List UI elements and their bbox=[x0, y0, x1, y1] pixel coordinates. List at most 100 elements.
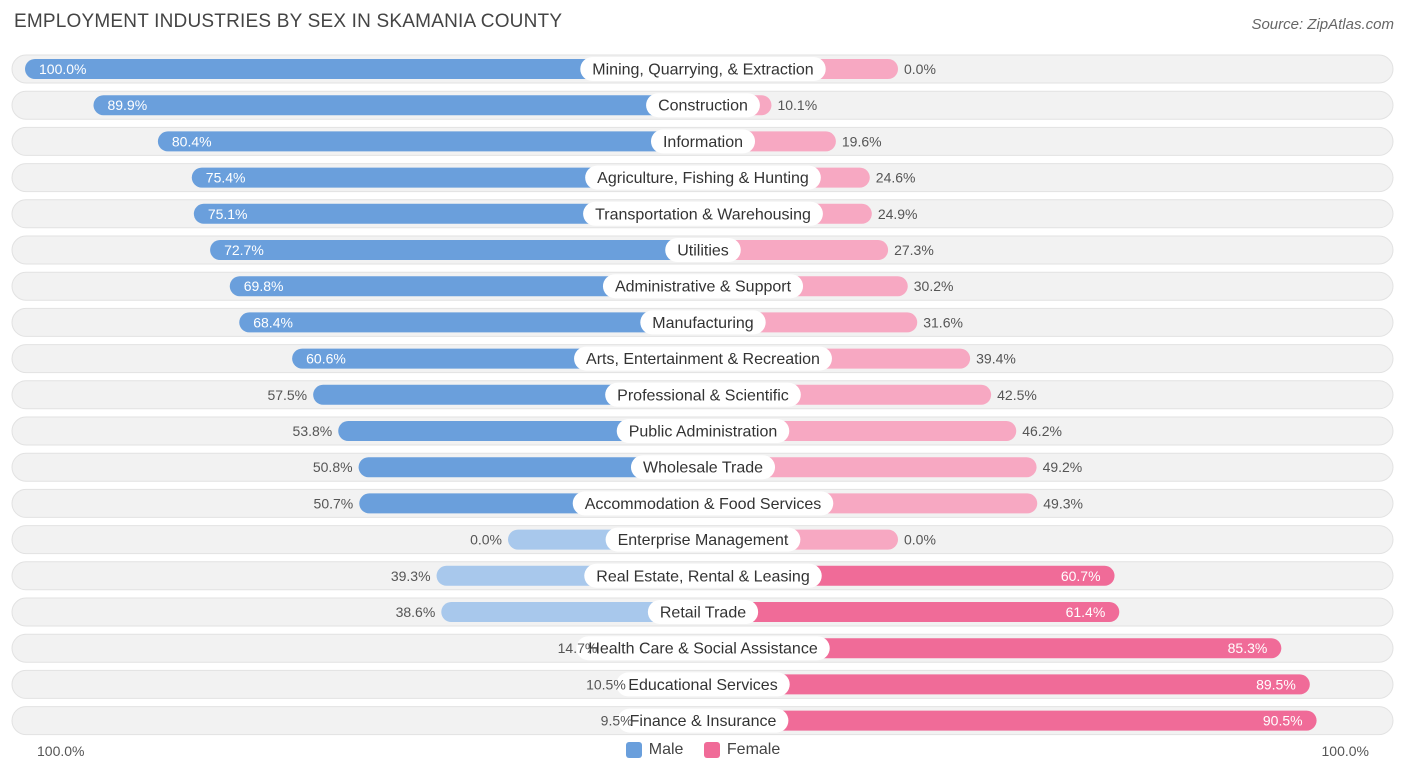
category-label: Wholesale Trade bbox=[643, 460, 763, 477]
value-label-female: 24.6% bbox=[876, 170, 916, 186]
category-label-box bbox=[630, 455, 776, 480]
bar-female bbox=[703, 710, 1317, 731]
value-label-male: 68.4% bbox=[253, 314, 293, 330]
value-label-male: 57.5% bbox=[267, 387, 307, 403]
value-label-female: 46.2% bbox=[1022, 423, 1062, 439]
bar-male bbox=[193, 203, 703, 224]
value-label-female: 39.4% bbox=[976, 351, 1016, 367]
category-label-box bbox=[647, 600, 759, 624]
legend-swatch-female bbox=[703, 742, 720, 758]
axis-label-right: 100.0% bbox=[1321, 743, 1369, 759]
category-label: Agriculture, Fishing & Hunting bbox=[597, 170, 809, 187]
value-label-female: 19.6% bbox=[842, 133, 882, 149]
category-label-box bbox=[576, 636, 830, 661]
category-label: Construction bbox=[658, 98, 748, 115]
category-label: Professional & Scientific bbox=[617, 387, 789, 404]
bar-female bbox=[703, 602, 1120, 622]
category-label: Real Estate, Rental & Leasing bbox=[596, 568, 809, 585]
value-label-male: 50.7% bbox=[314, 495, 354, 511]
legend-swatch-male bbox=[625, 742, 642, 758]
value-label-male: 80.4% bbox=[172, 133, 212, 149]
bar-male bbox=[313, 384, 703, 405]
category-label: Health Care & Social Assistance bbox=[588, 641, 818, 658]
value-label-female: 89.5% bbox=[1256, 676, 1296, 692]
category-label-box bbox=[583, 201, 823, 226]
value-label-male: 75.4% bbox=[206, 170, 246, 186]
value-label-female: 0.0% bbox=[904, 532, 936, 548]
category-label: Mining, Quarrying, & Extraction bbox=[592, 62, 813, 79]
category-label-box bbox=[585, 165, 821, 190]
chart-row: Enterprise Management 0.0% 0.0% bbox=[11, 525, 1394, 555]
category-label-box bbox=[584, 563, 822, 588]
value-label-male: 14.7% bbox=[558, 640, 598, 656]
chart-row: Arts, Entertainment & Recreation 60.6% 39.… bbox=[11, 344, 1394, 374]
category-label-box bbox=[580, 57, 826, 81]
chart-row: Construction 89.9% 10.1% bbox=[11, 90, 1394, 120]
category-label-box bbox=[574, 346, 832, 371]
chart-row: Utilities 72.7% 27.3% bbox=[11, 235, 1394, 265]
legend-label-male: Male bbox=[648, 741, 684, 758]
chart-row: Mining, Quarrying, & Extraction 100.0% 0.0… bbox=[11, 54, 1394, 84]
bar-male bbox=[358, 457, 703, 478]
legend-item-male: Male bbox=[625, 741, 684, 759]
category-label-box bbox=[650, 129, 756, 154]
category-label-box bbox=[605, 382, 801, 407]
category-label: Arts, Entertainment & Recreation bbox=[586, 351, 820, 368]
category-label-box bbox=[602, 274, 804, 299]
value-label-male: 50.8% bbox=[313, 459, 353, 475]
category-label-box bbox=[605, 527, 801, 552]
category-label-box bbox=[617, 708, 789, 733]
legend: Male Female bbox=[0, 741, 1406, 763]
chart-title: EMPLOYMENT INDUSTRIES BY SEX IN SKAMANIA… bbox=[14, 11, 563, 32]
value-label-female: 61.4% bbox=[1066, 604, 1106, 620]
value-label-female: 49.2% bbox=[1043, 459, 1083, 475]
chart-row: Wholesale Trade 50.8% 49.2% bbox=[11, 452, 1394, 482]
bar-male bbox=[210, 240, 703, 260]
bar-female bbox=[703, 240, 889, 260]
value-label-female: 10.1% bbox=[777, 97, 817, 113]
value-label-male: 69.8% bbox=[244, 278, 284, 294]
value-label-male: 60.6% bbox=[306, 351, 346, 367]
category-label: Transportation & Warehousing bbox=[595, 206, 811, 223]
category-label: Utilities bbox=[677, 243, 729, 260]
value-label-male: 9.5% bbox=[601, 713, 633, 729]
category-label-box bbox=[616, 419, 790, 443]
chart-row: Transportation & Warehousing 75.1% 24.9% bbox=[11, 199, 1394, 229]
value-label-male: 10.5% bbox=[586, 676, 626, 692]
source-note: Source: ZipAtlas.com bbox=[1251, 16, 1394, 33]
bar-male bbox=[441, 602, 703, 622]
category-label: Accommodation & Food Services bbox=[585, 496, 822, 513]
bar-female bbox=[703, 638, 1282, 659]
category-label: Retail Trade bbox=[660, 605, 746, 622]
category-label: Enterprise Management bbox=[618, 532, 789, 549]
category-label-box bbox=[616, 672, 790, 697]
chart-row: Information 80.4% 19.6% bbox=[11, 126, 1394, 156]
value-label-female: 60.7% bbox=[1061, 568, 1101, 584]
legend-item-female: Female bbox=[703, 741, 781, 759]
bar-male bbox=[338, 421, 703, 441]
value-label-male: 72.7% bbox=[224, 242, 264, 258]
chart-row: Retail Trade 38.6% 61.4% bbox=[11, 597, 1394, 627]
value-label-female: 31.6% bbox=[923, 314, 963, 330]
value-label-female: 49.3% bbox=[1043, 495, 1083, 511]
chart-row: Public Administration 53.8% 46.2% bbox=[11, 416, 1394, 446]
chart-row: Professional & Scientific 57.5% 42.5% bbox=[11, 380, 1394, 410]
value-label-female: 24.9% bbox=[878, 206, 918, 222]
chart-canvas: Mining, Quarrying, & Extraction 100.0% 0.0… bbox=[11, 54, 1394, 736]
chart-row: Administrative & Support 69.8% 30.2% bbox=[11, 271, 1394, 301]
value-label-male: 38.6% bbox=[396, 604, 436, 620]
value-label-female: 0.0% bbox=[904, 61, 936, 77]
category-label: Finance & Insurance bbox=[630, 713, 777, 730]
legend-label-female: Female bbox=[726, 741, 781, 758]
value-label-female: 90.5% bbox=[1263, 713, 1303, 729]
chart-row: Agriculture, Fishing & Hunting 75.4% 24.6% bbox=[11, 163, 1394, 193]
bar-male bbox=[191, 167, 703, 188]
category-label-box bbox=[665, 238, 741, 262]
category-label: Information bbox=[663, 134, 743, 151]
value-label-male: 89.9% bbox=[107, 97, 147, 113]
bar-male bbox=[25, 59, 703, 79]
value-label-male: 53.8% bbox=[293, 423, 333, 439]
category-label-box bbox=[646, 93, 760, 118]
